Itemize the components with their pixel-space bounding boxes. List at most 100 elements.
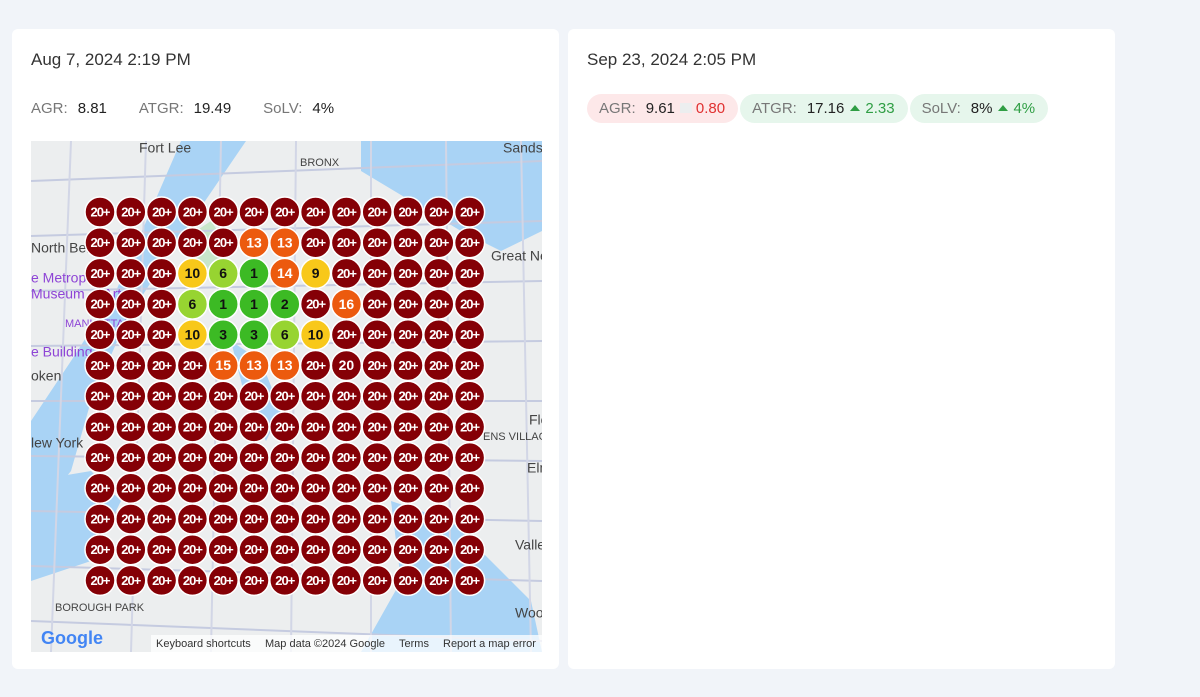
metric: AGR: 8.81	[31, 100, 107, 117]
metric-badge: SoLV: 8% 4%	[909, 93, 1049, 123]
rank-label: 20+	[398, 389, 418, 404]
map-label: North Berg	[31, 240, 99, 256]
rank-label: 20+	[214, 481, 234, 496]
rank-label: 20+	[121, 266, 141, 281]
metric-label: SoLV:	[263, 99, 303, 117]
rank-label: 20+	[337, 511, 357, 526]
arrow-shape	[850, 105, 861, 111]
rank-label: 20+	[90, 358, 110, 373]
rank-label: 20+	[306, 511, 326, 526]
rank-label: 20+	[368, 235, 388, 250]
rank-label: 20+	[398, 235, 418, 250]
metric-value: 4%	[312, 99, 335, 117]
rank-label: 20+	[275, 511, 295, 526]
rank-label: 20+	[460, 266, 480, 281]
rank-pin	[238, 564, 270, 597]
metric-badge: ATGR: 17.16 2.33	[740, 93, 908, 123]
rank-label: 20+	[90, 266, 110, 281]
map-label: Valle	[515, 537, 542, 553]
rank-pin	[145, 564, 178, 597]
rank-label: 20+	[152, 450, 172, 465]
road	[50, 141, 72, 652]
rank-pin	[361, 564, 393, 597]
rank-label: 20+	[368, 204, 388, 219]
rank-label: 20+	[337, 573, 357, 588]
rank-label: 20+	[398, 266, 418, 281]
rank-label: 20+	[275, 389, 295, 404]
rank-label: 20+	[183, 204, 203, 219]
map-label: BRONX	[300, 157, 340, 169]
rank-label: 20+	[152, 419, 172, 434]
rank-label: 20+	[183, 235, 203, 250]
rank-label: 20+	[275, 573, 295, 588]
rank-label: 20+	[460, 573, 480, 588]
rank-label: 10	[185, 265, 201, 281]
rank-label: 20+	[429, 235, 449, 250]
rank-pin	[115, 564, 147, 597]
rank-pin	[392, 564, 424, 597]
rank-label: 20+	[121, 235, 141, 250]
rank-label: 20+	[429, 542, 449, 557]
rank-label: 20+	[121, 419, 141, 434]
attribution-link: Terms	[399, 638, 429, 650]
rank-label: 20+	[121, 358, 141, 373]
metric-delta: 2.33	[865, 99, 895, 117]
rank-label: 20+	[429, 204, 449, 219]
rank-label: 9	[312, 265, 320, 281]
rank-label: 20+	[337, 327, 357, 342]
rank-label: 20+	[90, 297, 110, 312]
rank-label: 20+	[429, 327, 449, 342]
panel: Sep 23, 2024 2:05 PM AGR: 9.61 Fort LeeBRO…	[568, 29, 1115, 669]
rank-label: 20+	[460, 358, 480, 373]
rank-label: 13	[277, 357, 293, 373]
rank-label: 20+	[398, 450, 418, 465]
rank-label: 20+	[90, 450, 110, 465]
rank-label: 20+	[244, 450, 264, 465]
rank-pin	[84, 564, 116, 597]
rank-label: 14	[277, 265, 293, 281]
rank-label: 16	[339, 296, 355, 312]
map-label: Fort Lee	[139, 141, 191, 156]
rank-label: 20+	[398, 511, 418, 526]
rank-label: 20+	[460, 297, 480, 312]
rank-label: 1	[250, 296, 258, 312]
rank-label: 20+	[121, 573, 141, 588]
rank-label: 20+	[337, 450, 357, 465]
rank-label: 20+	[337, 235, 357, 250]
rank-label: 20+	[183, 481, 203, 496]
road	[520, 141, 532, 652]
rank-label: 20+	[152, 327, 172, 342]
rank-label: 20+	[90, 542, 110, 557]
rank-label: 20+	[152, 481, 172, 496]
rank-label: 13	[277, 234, 293, 250]
rank-label: 20+	[90, 511, 110, 526]
rank-label: 20+	[90, 235, 110, 250]
rank-label: 20+	[121, 511, 141, 526]
rank-label: 20+	[368, 481, 388, 496]
rank-label: 1	[219, 296, 227, 312]
rank-label: 20+	[306, 204, 326, 219]
rank-label: 20+	[183, 389, 203, 404]
rank-label: 20+	[306, 419, 326, 434]
rank-label: 20+	[121, 450, 141, 465]
rank-label: 20+	[152, 542, 172, 557]
map-label: Elm	[527, 460, 542, 476]
rank-label: 20+	[368, 389, 388, 404]
metric-value: 17.16	[806, 99, 845, 117]
rank-label: 20+	[214, 573, 234, 588]
rank-label: 20+	[460, 481, 480, 496]
rank-label: 20+	[214, 450, 234, 465]
rank-label: 10	[308, 327, 324, 343]
rank-label: 20+	[244, 542, 264, 557]
metric-label: AGR:	[599, 99, 636, 117]
rank-label: 20+	[429, 297, 449, 312]
rank-pin	[269, 564, 301, 597]
attribution-link: Report a map error	[443, 638, 536, 650]
rank-label: 20+	[183, 358, 203, 373]
rank-label: 20+	[398, 297, 418, 312]
attribution-link: Map data ©2024 Google	[265, 638, 385, 650]
map-label: Great Nec	[491, 248, 542, 264]
rank-label: 20+	[337, 481, 357, 496]
map-label: Flo	[529, 412, 542, 428]
